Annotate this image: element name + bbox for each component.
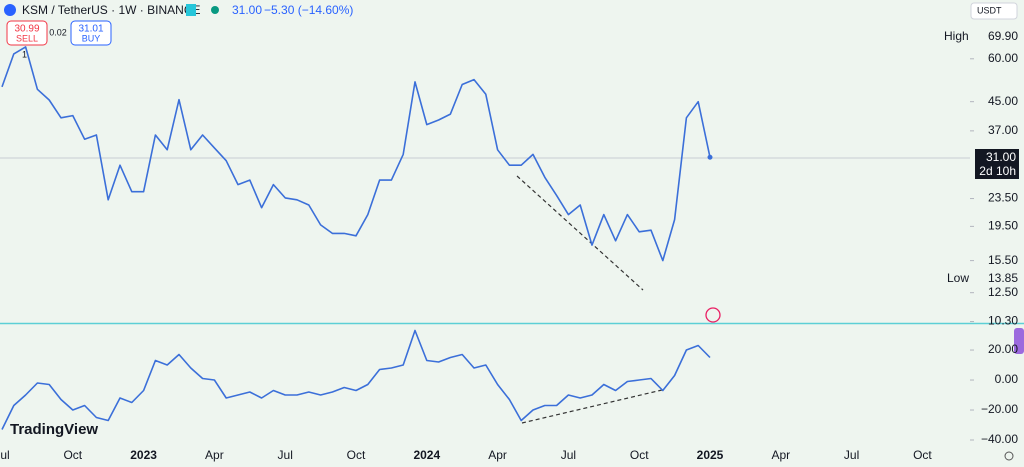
flag-icon[interactable] <box>186 4 196 16</box>
y-tick-label: 15.50 <box>988 253 1018 267</box>
currency: USDT <box>977 5 1002 15</box>
trend-line <box>521 389 663 424</box>
sell-button[interactable] <box>6 20 48 46</box>
y-tick-label: 60.00 <box>988 51 1018 65</box>
x-tick-label: Jul <box>844 448 859 462</box>
last-price-badge <box>975 149 1019 179</box>
x-tick-label: Jul <box>561 448 576 462</box>
sell-price: 30.99 <box>14 24 39 35</box>
buy-price: 31.01 <box>78 24 103 35</box>
badge: 1 <box>22 49 27 59</box>
y-tick-label: 19.50 <box>988 219 1018 233</box>
buy-button[interactable] <box>70 20 112 46</box>
low-label: Low <box>947 271 969 285</box>
countdown: 2d 10h <box>979 164 1016 178</box>
x-tick-label: Jul <box>0 448 10 462</box>
y-tick-label: 37.00 <box>988 123 1018 137</box>
y-tick-label: −40.00 <box>981 432 1018 446</box>
alert-icon[interactable] <box>705 307 721 323</box>
x-tick-label: Apr <box>771 448 790 462</box>
last-point <box>707 154 713 160</box>
status-dot <box>211 6 219 14</box>
x-tick-label: Apr <box>205 448 224 462</box>
y-tick-label: 20.00 <box>988 342 1018 356</box>
buy-label: BUY <box>82 33 101 43</box>
y-tick-label: 12.50 <box>988 285 1018 299</box>
x-tick-label: 2025 <box>697 448 724 462</box>
y-tick-label: 23.50 <box>988 191 1018 205</box>
symbol[interactable]: KSM / TetherUS · 1W · BINANCE <box>22 3 200 17</box>
symbol-icon <box>4 4 16 16</box>
x-tick-label: Oct <box>913 448 932 462</box>
y-tick-label: −20.00 <box>981 402 1018 416</box>
x-tick-label: Apr <box>488 448 507 462</box>
x-tick-label: 2023 <box>130 448 157 462</box>
spread: 0.02 <box>49 27 67 37</box>
high-label: High <box>944 29 969 43</box>
x-tick-label: Jul <box>278 448 293 462</box>
logo: TradingView <box>10 421 98 438</box>
low-value: 13.85 <box>988 271 1018 285</box>
settings-icon[interactable] <box>1004 451 1014 461</box>
x-tick-label: 2024 <box>413 448 440 462</box>
x-tick-label: Oct <box>630 448 649 462</box>
x-tick-label: Oct <box>63 448 82 462</box>
y-tick-label: 0.00 <box>995 372 1019 386</box>
high-value: 69.90 <box>988 29 1018 43</box>
price-line <box>1 329 711 430</box>
y-tick-label: 10.30 <box>988 314 1018 328</box>
last-price: 31.00 <box>986 150 1016 164</box>
trend-line <box>516 175 644 291</box>
currency-button[interactable] <box>970 2 1018 20</box>
sell-label: SELL <box>16 33 38 43</box>
x-tick-label: Oct <box>347 448 366 462</box>
y-tick-label: 45.00 <box>988 94 1018 108</box>
header-change: −5.30 (−14.60%) <box>264 3 353 17</box>
side-button[interactable] <box>1014 328 1024 354</box>
header-price: 31.00 <box>232 3 262 17</box>
price-line <box>1 46 711 262</box>
